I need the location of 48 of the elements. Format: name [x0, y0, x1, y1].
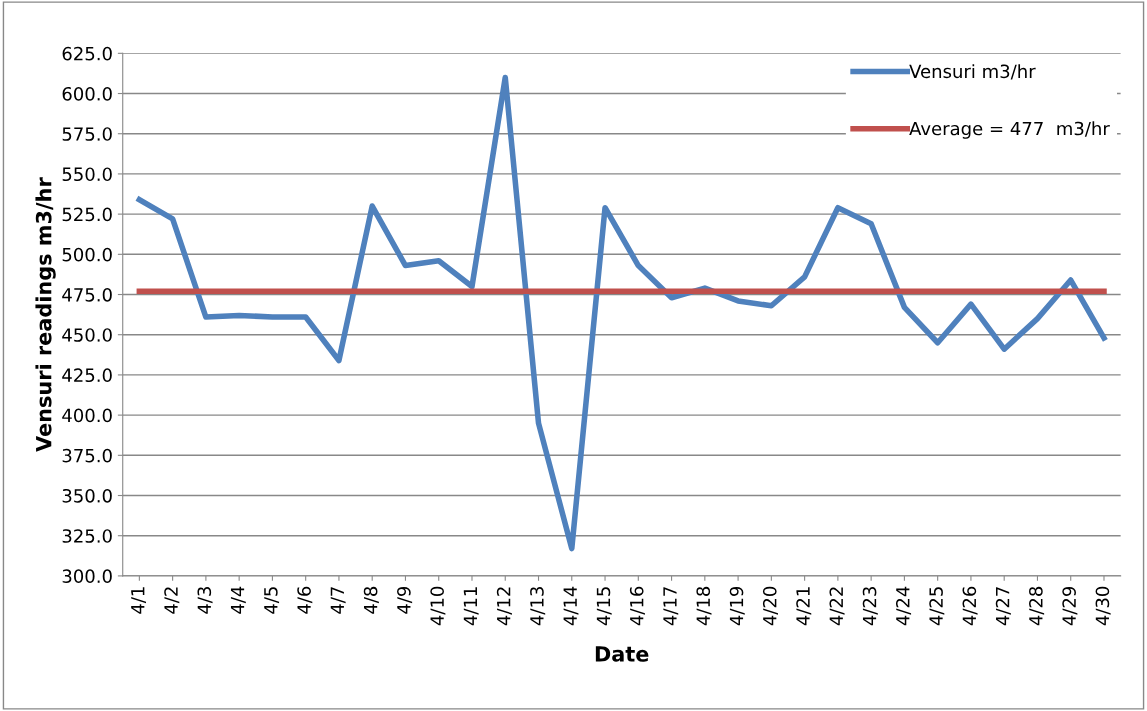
y-tick-label: 325.0 [62, 529, 112, 543]
x-tick-label: 4/5 [264, 587, 280, 614]
x-tick-label: 4/26 [962, 586, 978, 626]
y-tick-label: 425.0 [62, 368, 112, 383]
x-tick-label: 4/3 [197, 587, 213, 614]
x-tick-label: 4/1 [131, 587, 147, 614]
x-tick-label: 4/16 [629, 586, 645, 626]
x-tick-label: 4/29 [1062, 586, 1078, 626]
x-tick-label: 4/10 [430, 586, 446, 626]
y-tick-label: 500.0 [62, 247, 112, 262]
x-tick-label: 4/24 [895, 586, 912, 626]
y-tick-label: 525.0 [62, 207, 112, 222]
x-tick-label: 4/14 [563, 586, 579, 626]
y-tick-label: 625.0 [62, 46, 112, 61]
y-tick-label: 475.0 [62, 287, 112, 302]
x-axis-title: Date [595, 646, 649, 662]
y-axis-title: Vensuri readings m3/hr [35, 177, 56, 452]
x-tick-label: 4/28 [1029, 586, 1045, 626]
x-tick-label: 4/20 [762, 586, 779, 626]
y-tick-label: 450.0 [62, 328, 112, 342]
x-tick-label: 4/21 [796, 587, 812, 626]
y-tick-label: 375.0 [62, 448, 112, 463]
y-tick-label: 300.0 [62, 569, 112, 584]
x-tick-label: 4/13 [530, 587, 546, 626]
legend-label: Average = 477 m3/hr [909, 121, 1110, 139]
y-tick-label: 550.0 [62, 167, 112, 182]
x-tick-label: 4/30 [1095, 586, 1111, 626]
y-tick-label: 400.0 [62, 408, 112, 423]
x-tick-label: 4/23 [862, 587, 878, 626]
x-tick-label: 4/17 [663, 587, 679, 626]
x-tick-label: 4/4 [230, 586, 246, 614]
x-tick-label: 4/6 [297, 586, 313, 614]
y-tick-label: 600.0 [62, 86, 112, 101]
x-tick-label: 4/18 [696, 586, 712, 626]
x-tick-label: 4/27 [995, 587, 1011, 626]
legend-label: Vensuri m3/hr [909, 64, 1036, 80]
y-tick-label: 575.0 [62, 127, 112, 141]
x-tick-label: 4/19 [729, 586, 745, 626]
x-tick-label: 4/25 [929, 587, 945, 626]
x-tick-label: 4/15 [596, 587, 612, 626]
x-tick-label: 4/12 [496, 587, 512, 626]
x-tick-label: 4/8 [363, 586, 379, 614]
x-tick-label: 4/9 [397, 586, 413, 614]
x-tick-label: 4/11 [463, 587, 479, 626]
x-tick-label: 4/22 [829, 587, 845, 626]
x-tick-label: 4/2 [164, 587, 180, 614]
x-tick-label: 4/7 [330, 587, 346, 614]
y-tick-label: 350.0 [62, 488, 112, 503]
